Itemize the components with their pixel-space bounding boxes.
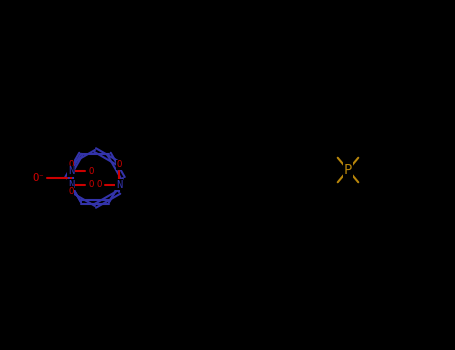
Text: O: O — [116, 160, 121, 169]
Text: O: O — [88, 167, 94, 176]
Text: O: O — [68, 187, 74, 196]
Text: O⁻: O⁻ — [33, 173, 45, 183]
Text: O: O — [96, 181, 101, 189]
Text: N: N — [116, 180, 122, 190]
Text: O: O — [68, 160, 74, 169]
Text: O: O — [88, 181, 94, 189]
Text: N: N — [68, 166, 74, 176]
Text: N: N — [68, 180, 74, 190]
Text: P: P — [344, 163, 352, 177]
